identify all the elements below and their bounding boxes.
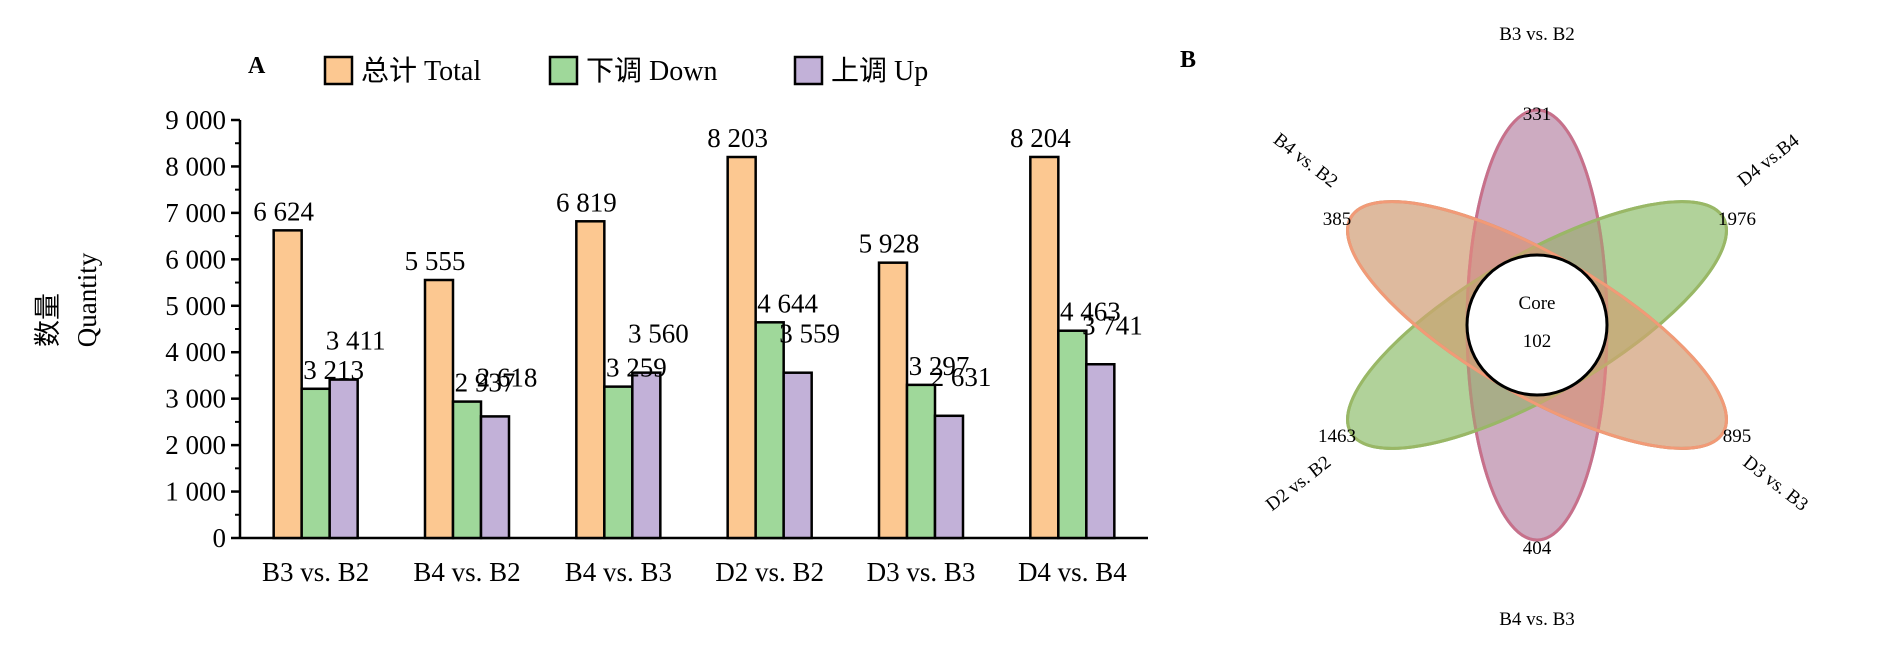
- y-axis-label-cn: 数量: [33, 293, 63, 347]
- x-category-label: B3 vs. B2: [262, 557, 369, 587]
- axes: 0 1 000 2 000 3 000 4 000 5 000 6 000 7 000 8 00…: [165, 105, 1148, 587]
- bar-up: [479, 415, 511, 540]
- x-category-label: B4 vs. B3: [565, 557, 672, 587]
- bar-value-label: 4 463: [1060, 297, 1121, 327]
- bar-value-label: 6 624: [253, 196, 314, 226]
- legend-label: 总计 Total: [361, 55, 481, 87]
- bar-down: [905, 383, 937, 540]
- bar-value-label: 4 644: [757, 288, 818, 318]
- bar-value-label: 5 555: [405, 246, 466, 276]
- bar-value-label: 8 204: [1010, 123, 1071, 153]
- bar-value-label: 3 559: [779, 319, 840, 349]
- venn-unique-count: 404: [1523, 538, 1552, 559]
- legend-label: 上调 Up: [831, 56, 928, 87]
- bar-value-label: 2 618: [477, 362, 538, 392]
- bar-value-label: 3 741: [1082, 310, 1143, 340]
- y-tick-label: 1 000: [165, 477, 226, 507]
- bar-down: [451, 400, 483, 540]
- bar-value-label: 6 819: [556, 187, 617, 217]
- venn-unique-count: 1463: [1318, 426, 1356, 447]
- y-axis-label: Quantity: [72, 252, 102, 347]
- bar-value-label: 3 560: [628, 319, 689, 349]
- venn-diagram-panel: B Core 102 331 B3 vs. B2 1976 D4 vs.B4 895 D3…: [1180, 24, 1812, 630]
- bar-total: [1029, 155, 1060, 540]
- bar-value-label: 5 928: [859, 229, 920, 259]
- bar-up: [782, 371, 813, 540]
- bar-up: [933, 414, 965, 540]
- venn-set-label: B4 vs. B3: [1499, 609, 1575, 630]
- venn-set-label: D3 vs. B3: [1739, 452, 1812, 516]
- bar-value-label: 2 631: [931, 362, 992, 392]
- y-tick-label: 8 000: [165, 151, 226, 181]
- venn-unique-count: 385: [1323, 209, 1352, 230]
- bar-down: [754, 321, 785, 540]
- bar-down: [1057, 329, 1088, 540]
- y-tick-label: 2 000: [165, 430, 226, 460]
- x-category-label: D2 vs. B2: [715, 557, 824, 587]
- panel-letter-b: B: [1180, 47, 1196, 73]
- bars: [272, 155, 1116, 540]
- bar-up: [631, 371, 662, 540]
- legend-swatch: [793, 55, 824, 86]
- venn-set-label: B4 vs. B2: [1269, 129, 1341, 192]
- y-tick-label: 9 000: [165, 105, 226, 135]
- bar-total: [423, 278, 455, 540]
- y-tick-label: 6 000: [165, 244, 226, 274]
- venn-unique-count: 331: [1523, 104, 1552, 125]
- x-category-label: B4 vs. B2: [413, 557, 520, 587]
- bar-total: [726, 155, 757, 540]
- y-tick-label: 5 000: [165, 291, 226, 321]
- panel-letter-a: A: [248, 53, 266, 79]
- bar-total: [575, 220, 606, 540]
- venn-core-circle: [1465, 253, 1609, 397]
- legend-label: 下调 Down: [586, 56, 717, 87]
- legend: 总计 Total 下调 Down 上调 Up: [323, 55, 928, 87]
- x-category-label: D4 vs. B4: [1018, 557, 1127, 587]
- bar-value-label: 8 203: [707, 123, 768, 153]
- bar-total: [272, 229, 303, 540]
- bar-value-label: 3 411: [326, 326, 386, 356]
- bar-value-label: 3 259: [606, 353, 667, 383]
- venn-core-label: Core: [1519, 293, 1556, 314]
- x-category-label: D3 vs. B3: [867, 557, 976, 587]
- bar-total: [877, 261, 909, 540]
- bar-chart-panel: A 总计 Total 下调 Down 上调 Up 数量 Quantity 0 1 00…: [33, 53, 1148, 587]
- bar-down: [603, 385, 634, 540]
- bar-down: [300, 387, 331, 540]
- legend-swatch: [323, 55, 354, 86]
- venn-core-value: 102: [1523, 331, 1552, 352]
- legend-swatch: [548, 55, 579, 86]
- y-tick-label: 0: [213, 523, 227, 553]
- y-tick-label: 3 000: [165, 384, 226, 414]
- bar-value-label: 2 937: [455, 368, 516, 398]
- y-tick-label: 4 000: [165, 337, 226, 367]
- venn-set-label: D4 vs.B4: [1734, 130, 1804, 191]
- bar-value-label: 3 297: [909, 351, 970, 381]
- venn-set-label: D2 vs. B2: [1262, 452, 1335, 516]
- y-tick-label: 7 000: [165, 198, 226, 228]
- venn-set-label: B3 vs. B2: [1499, 24, 1575, 45]
- bar-up: [328, 378, 359, 540]
- venn-unique-count: 895: [1723, 426, 1752, 447]
- venn-unique-count: 1976: [1718, 209, 1756, 230]
- bar-up: [1085, 363, 1116, 540]
- bar-value-label: 3 213: [303, 355, 364, 385]
